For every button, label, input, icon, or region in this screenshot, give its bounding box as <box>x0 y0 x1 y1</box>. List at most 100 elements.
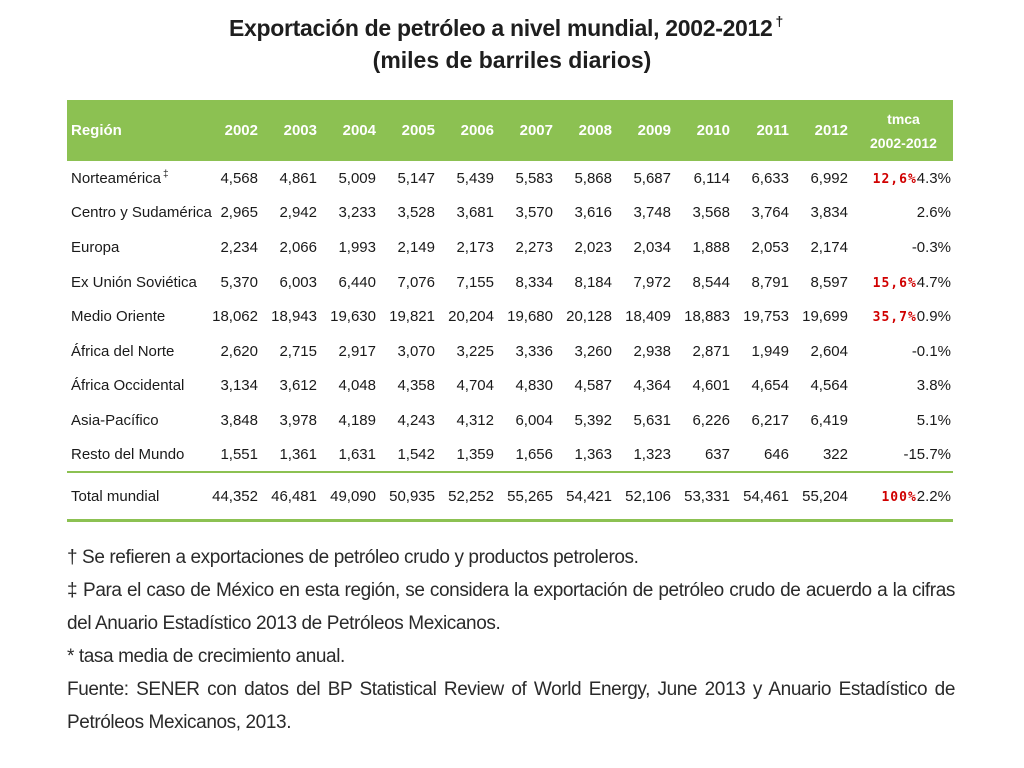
total-row: Total mundial 44,352 46,481 49,090 50,935 52,… <box>67 472 953 518</box>
value-cell: 19,821 <box>389 308 435 326</box>
value-cell: 2,023 <box>574 238 612 256</box>
region-name: Centro y Sudamérica <box>71 204 212 222</box>
table-row: Resto del Mundo 1,551 1,361 1,631 1,542 1,359… <box>67 438 953 473</box>
header-year: 2008 <box>578 122 612 139</box>
tmca-cell: -0.1% <box>854 334 953 369</box>
value-cell: 8,334 <box>515 273 553 291</box>
region-name: Total mundial <box>71 488 160 506</box>
region-name: Asia-Pacífico <box>71 411 159 429</box>
value-cell: 6,419 <box>810 411 848 429</box>
header-region: Región <box>71 122 122 139</box>
value-cell: 2,234 <box>220 238 258 256</box>
value-cell: 2,965 <box>220 204 258 222</box>
value-cell: 3,612 <box>279 377 317 395</box>
header-year: 2004 <box>342 122 376 139</box>
value-cell: 8,544 <box>692 273 730 291</box>
region-cell: Total mundial <box>67 472 205 518</box>
value-cell: 19,630 <box>330 308 376 326</box>
tmca-cell: 35,7%0.9% <box>854 299 953 334</box>
footnote-dagger: † Se refieren a exportaciones de petróle… <box>67 547 639 568</box>
value-cell: 3,260 <box>574 342 612 360</box>
value-cell: 1,656 <box>515 446 553 464</box>
value-cell: 5,009 <box>338 169 376 187</box>
header-year: 2003 <box>283 122 317 139</box>
value-cell: 5,147 <box>397 169 435 187</box>
table-row: África Occidental 3,134 3,612 4,048 4,358 4,7… <box>67 369 953 404</box>
value-cell: 3,570 <box>515 204 553 222</box>
value-cell: 18,883 <box>684 308 730 326</box>
region-cell: África del Norte <box>67 334 205 369</box>
value-cell: 8,597 <box>810 273 848 291</box>
region-cell: Europa <box>67 230 205 265</box>
tmca-cell: 12,6%4.3% <box>854 161 953 196</box>
value-cell: 6,217 <box>751 411 789 429</box>
value-cell: 5,392 <box>574 411 612 429</box>
value-cell: 4,830 <box>515 377 553 395</box>
value-cell: 55,265 <box>507 488 553 506</box>
region-name: Ex Unión Soviética <box>71 273 197 291</box>
table-row: Ex Unión Soviética 5,370 6,003 6,440 7,076 7,… <box>67 265 953 300</box>
page-title-text: Exportación de petróleo a nivel mundial,… <box>228 15 773 41</box>
value-cell: 6,992 <box>810 169 848 187</box>
value-cell: 2,034 <box>633 238 671 256</box>
region-cell: Ex Unión Soviética <box>67 265 205 300</box>
value-cell: 3,528 <box>397 204 435 222</box>
value-cell: 19,680 <box>507 308 553 326</box>
footnotes: † Se refieren a exportaciones de petróle… <box>67 541 955 739</box>
region-cell: Medio Oriente <box>67 299 205 334</box>
export-table-container: Región 2002 2003 2004 2005 2006 2007 2008 2009 2… <box>67 100 953 518</box>
value-cell: 4,189 <box>338 411 376 429</box>
header-year: 2012 <box>814 122 848 139</box>
footnote-source: Fuente: SENER con datos del BP Statistic… <box>67 679 955 733</box>
region-name: Medio Oriente <box>71 308 166 326</box>
region-cell: Asia-Pacífico <box>67 403 205 438</box>
value-cell: 6,440 <box>338 273 376 291</box>
value-cell: 2,871 <box>692 342 730 360</box>
table-row: Norteamérica ‡ 4,568 4,861 5,009 5,147 5,439 5,… <box>67 161 953 196</box>
tmca-cell: 2.6% <box>854 196 953 231</box>
value-cell: 3,616 <box>574 204 612 222</box>
tmca-cell: 100%2.2% <box>854 472 953 518</box>
tmca-value: -0.3% <box>911 238 951 256</box>
share-annotation: 12,6% <box>872 171 917 187</box>
value-cell: 20,204 <box>448 308 494 326</box>
value-cell: 5,439 <box>456 169 494 187</box>
value-cell: 2,174 <box>810 238 848 256</box>
value-cell: 50,935 <box>389 488 435 506</box>
value-cell: 4,243 <box>397 411 435 429</box>
value-cell: 3,848 <box>220 411 258 429</box>
region-cell: Centro y Sudamérica <box>67 196 212 231</box>
value-cell: 1,949 <box>751 342 789 360</box>
table-row: Centro y Sudamérica 2,965 2,942 3,233 3,528 3… <box>67 196 953 231</box>
value-cell: 1,551 <box>220 446 258 464</box>
value-cell: 2,053 <box>751 238 789 256</box>
value-cell: 3,134 <box>220 377 258 395</box>
value-cell: 8,184 <box>574 273 612 291</box>
header-year: 2007 <box>519 122 553 139</box>
value-cell: 5,868 <box>574 169 612 187</box>
value-cell: 4,568 <box>220 169 258 187</box>
footnote-double-dagger: ‡ Para el caso de México en esta región,… <box>67 580 955 634</box>
tmca-cell: 15,6%4.7% <box>854 265 953 300</box>
header-year: 2002 <box>224 122 258 139</box>
value-cell: 7,155 <box>456 273 494 291</box>
value-cell: 3,681 <box>456 204 494 222</box>
value-cell: 18,943 <box>271 308 317 326</box>
value-cell: 7,972 <box>633 273 671 291</box>
value-cell: 3,764 <box>751 204 789 222</box>
value-cell: 3,834 <box>810 204 848 222</box>
header-tmca: tmca 2002-2012 <box>854 100 953 161</box>
header-year: 2006 <box>460 122 494 139</box>
value-cell: 1,323 <box>633 446 671 464</box>
value-cell: 46,481 <box>271 488 317 506</box>
header-year: 2011 <box>756 122 789 139</box>
value-cell: 52,252 <box>448 488 494 506</box>
value-cell: 4,048 <box>338 377 376 395</box>
value-cell: 3,233 <box>338 204 376 222</box>
tmca-value: 4.7% <box>916 273 951 291</box>
value-cell: 1,542 <box>397 446 435 464</box>
value-cell: 1,888 <box>692 238 730 256</box>
title-dagger-mark: † <box>775 13 784 29</box>
value-cell: 6,633 <box>751 169 789 187</box>
table-row: Asia-Pacífico 3,848 3,978 4,189 4,243 4,312 6,… <box>67 403 953 438</box>
